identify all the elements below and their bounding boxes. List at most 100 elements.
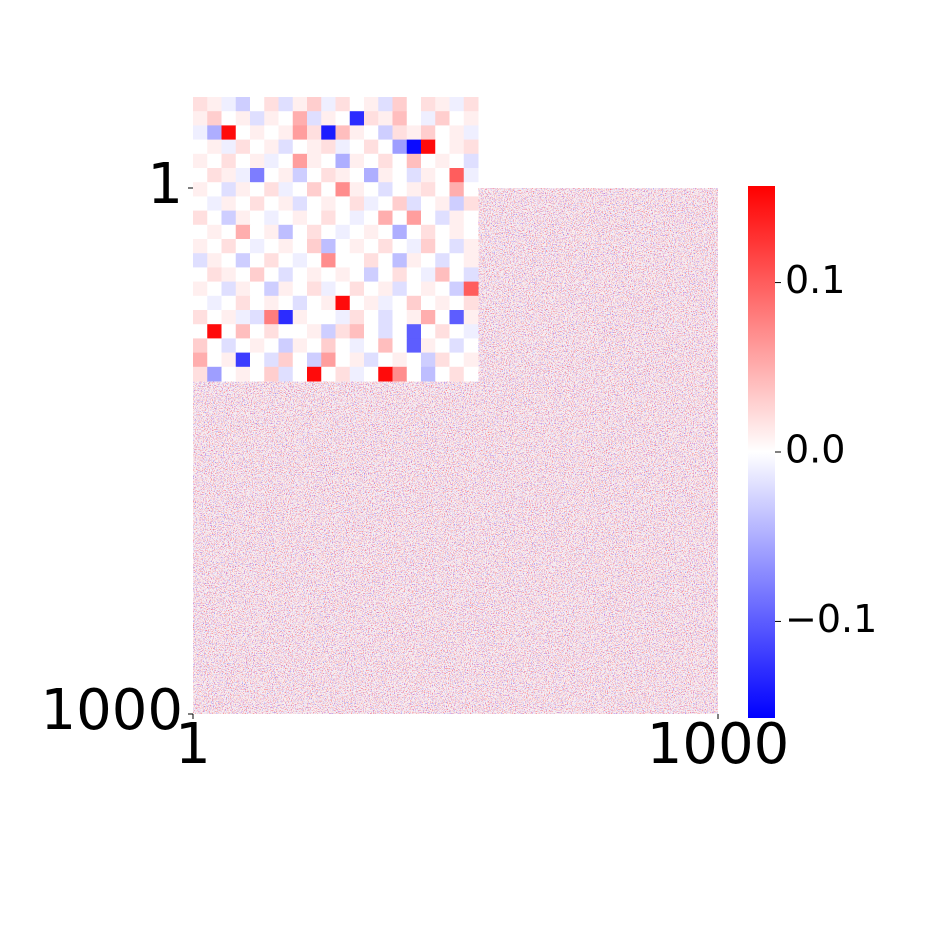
inset-cell bbox=[406, 210, 422, 226]
inset-cell bbox=[463, 267, 479, 283]
inset-cell bbox=[321, 153, 336, 169]
inset-cell bbox=[392, 267, 408, 283]
inset-cell bbox=[235, 139, 251, 155]
inset-cell bbox=[392, 111, 408, 126]
inset-cell bbox=[207, 196, 222, 212]
inset-cell bbox=[435, 310, 450, 325]
inset-cell bbox=[406, 224, 422, 240]
inset-cell bbox=[307, 281, 322, 297]
inset-cell bbox=[235, 253, 251, 268]
inset-cell bbox=[421, 168, 436, 183]
inset-cell bbox=[378, 182, 393, 197]
inset-cell bbox=[264, 253, 279, 268]
inset-cell bbox=[364, 239, 379, 254]
inset-cell bbox=[207, 153, 222, 169]
inset-cell bbox=[193, 224, 208, 240]
inset-cell bbox=[193, 352, 208, 368]
inset-cell bbox=[207, 338, 222, 354]
inset-cell bbox=[264, 281, 279, 297]
x-tick-label: 1 bbox=[175, 712, 211, 777]
inset-cell bbox=[193, 295, 208, 311]
inset-cell bbox=[193, 253, 208, 268]
inset-cell bbox=[449, 125, 465, 141]
inset-cell bbox=[292, 352, 308, 368]
inset-cell bbox=[207, 352, 222, 368]
inset-cell bbox=[463, 295, 479, 311]
inset-cell bbox=[307, 239, 322, 254]
inset-cell bbox=[449, 366, 465, 382]
inset-cell bbox=[250, 153, 265, 169]
inset-cell bbox=[321, 253, 336, 268]
inset-cell bbox=[406, 153, 422, 169]
inset-cell bbox=[406, 310, 422, 325]
inset-cell bbox=[378, 97, 393, 112]
inset-cell bbox=[307, 224, 322, 240]
inset-cell bbox=[392, 139, 408, 155]
inset-cell bbox=[193, 97, 208, 112]
inset-cell bbox=[235, 153, 251, 169]
inset-cell bbox=[307, 295, 322, 311]
inset-cell bbox=[364, 153, 379, 169]
inset-cell bbox=[435, 295, 450, 311]
inset-cell bbox=[364, 224, 379, 240]
inset-cell bbox=[193, 310, 208, 325]
inset-cell bbox=[463, 253, 479, 268]
inset-cell bbox=[349, 239, 365, 254]
inset-cell bbox=[378, 352, 393, 368]
inset-cell bbox=[321, 324, 336, 339]
inset-cell bbox=[364, 295, 379, 311]
inset-cell bbox=[392, 310, 408, 325]
inset-cell bbox=[335, 324, 351, 339]
inset-cell bbox=[406, 352, 422, 368]
inset-cell bbox=[406, 253, 422, 268]
inset-cell bbox=[250, 366, 265, 382]
inset-cell bbox=[264, 139, 279, 155]
inset-cell bbox=[406, 139, 422, 155]
inset-cell bbox=[421, 267, 436, 283]
inset-cell bbox=[193, 239, 208, 254]
inset-cell bbox=[278, 267, 294, 283]
inset-cell bbox=[335, 224, 351, 240]
inset-cell bbox=[378, 168, 393, 183]
inset-cell bbox=[364, 267, 379, 283]
inset-cell bbox=[406, 281, 422, 297]
inset-cell bbox=[235, 366, 251, 382]
inset-cell bbox=[392, 239, 408, 254]
inset-cell bbox=[378, 111, 393, 126]
inset-cell bbox=[364, 97, 379, 112]
inset-cell bbox=[392, 366, 408, 382]
inset-cell bbox=[321, 210, 336, 226]
inset-cell bbox=[207, 239, 222, 254]
inset-cell bbox=[235, 324, 251, 339]
inset-cell bbox=[292, 196, 308, 212]
inset-cell bbox=[435, 153, 450, 169]
inset-cell bbox=[221, 153, 237, 169]
inset-cell bbox=[264, 338, 279, 354]
inset-cell bbox=[378, 224, 393, 240]
inset-cell bbox=[307, 267, 322, 283]
inset-cell bbox=[378, 295, 393, 311]
inset-cell bbox=[421, 310, 436, 325]
inset-cell bbox=[292, 338, 308, 354]
inset-cell bbox=[278, 125, 294, 141]
inset-cell bbox=[349, 153, 365, 169]
inset-cell bbox=[406, 267, 422, 283]
inset-cell bbox=[378, 324, 393, 339]
inset-cell bbox=[321, 338, 336, 354]
inset-cell bbox=[278, 239, 294, 254]
inset-cell bbox=[235, 111, 251, 126]
inset-cell bbox=[392, 338, 408, 354]
inset-cell bbox=[193, 210, 208, 226]
inset-cell bbox=[307, 366, 322, 382]
inset-cell bbox=[364, 281, 379, 297]
inset-cell bbox=[463, 224, 479, 240]
inset-cell bbox=[378, 267, 393, 283]
inset-cell bbox=[193, 153, 208, 169]
inset-cell bbox=[449, 168, 465, 183]
inset-cell bbox=[463, 111, 479, 126]
inset-cell bbox=[207, 182, 222, 197]
inset-cell bbox=[335, 295, 351, 311]
inset-cell bbox=[321, 310, 336, 325]
inset-cell bbox=[321, 168, 336, 183]
inset-cell bbox=[335, 97, 351, 112]
